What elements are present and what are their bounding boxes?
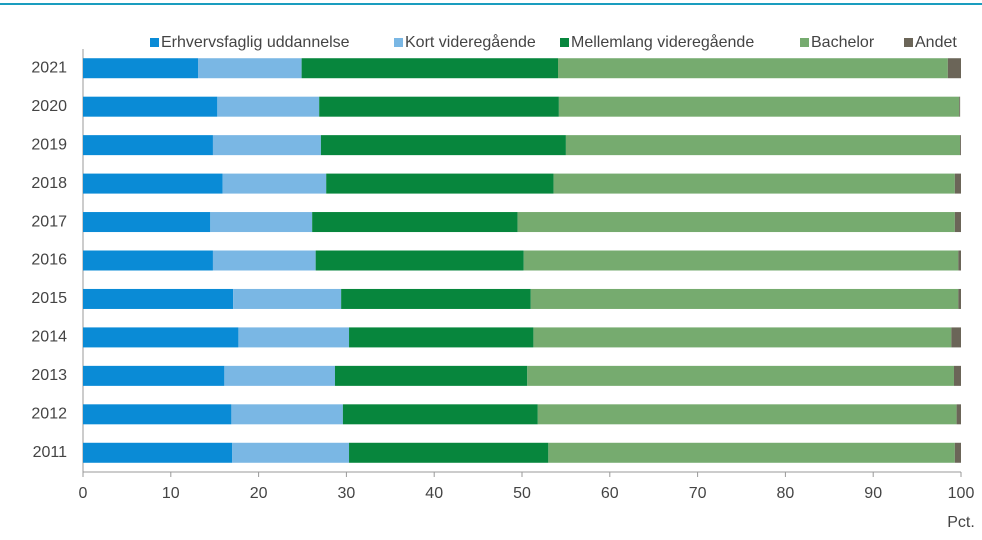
bar-segment (342, 404, 538, 425)
bar-segment (517, 212, 955, 233)
bar-segment (958, 288, 961, 309)
bar-segment (533, 327, 952, 348)
legend-label: Bachelor (811, 34, 875, 51)
bar-segment (548, 442, 955, 463)
x-tick-label: 40 (425, 485, 443, 502)
bar-segment (954, 173, 961, 194)
bar-segment (233, 288, 342, 309)
bar-segment (238, 327, 350, 348)
bar-segment (960, 135, 961, 156)
bar-segment (349, 442, 549, 463)
legend-label: Erhvervsfaglig uddannelse (161, 34, 350, 51)
x-tick-label: 30 (338, 485, 356, 502)
x-tick-label: 90 (864, 485, 882, 502)
bar-segment (83, 250, 213, 271)
x-tick-label: 60 (601, 485, 619, 502)
x-tick-label: 100 (948, 485, 975, 502)
y-tick-label: 2016 (31, 252, 67, 269)
bar-segment (334, 365, 528, 386)
bar-segment (212, 250, 316, 271)
bar-segment (232, 442, 350, 463)
y-tick-label: 2019 (31, 136, 67, 153)
bar-segment (349, 327, 534, 348)
bar-segment (319, 96, 559, 117)
bar-segment (83, 96, 218, 117)
bar-segment (212, 135, 321, 156)
y-tick-label: 2013 (31, 367, 67, 384)
bar-segment (954, 442, 961, 463)
legend-label: Andet (915, 34, 957, 51)
bar-segment (553, 173, 955, 194)
bar-segment (956, 404, 961, 425)
bar-segment (959, 96, 961, 117)
legend-swatch (904, 38, 913, 47)
bar-segment (565, 135, 961, 156)
y-tick-label: 2021 (31, 59, 67, 76)
bar-segment (315, 250, 524, 271)
legend-swatch (394, 38, 403, 47)
bar-segment (198, 58, 302, 79)
x-axis-label: Pct. (947, 514, 975, 531)
bar-segment (83, 135, 213, 156)
bar-segment (530, 288, 959, 309)
bar-segment (83, 365, 225, 386)
bar-segment (558, 96, 960, 117)
bar-segment (224, 365, 335, 386)
bar-segment (301, 58, 558, 79)
y-tick-label: 2018 (31, 175, 67, 192)
bar-segment (953, 365, 961, 386)
bar-segment (537, 404, 957, 425)
legend-swatch (150, 38, 159, 47)
bar-segment (83, 442, 233, 463)
bar-segment (951, 327, 961, 348)
bar-segment (947, 58, 961, 79)
x-tick-label: 50 (513, 485, 531, 502)
x-tick-label: 80 (777, 485, 795, 502)
bar-segment (326, 173, 554, 194)
bar-segment (958, 250, 961, 271)
bar-segment (320, 135, 566, 156)
x-tick-label: 20 (250, 485, 268, 502)
bar-segment (83, 327, 239, 348)
bar-segment (341, 288, 531, 309)
legend-label: Kort videregående (405, 33, 536, 51)
bar-segment (527, 365, 954, 386)
y-tick-label: 2014 (31, 329, 67, 346)
bar-segment (217, 96, 320, 117)
bar-segment (210, 212, 313, 233)
x-tick-label: 0 (79, 485, 88, 502)
bar-segment (312, 212, 518, 233)
x-tick-label: 70 (689, 485, 707, 502)
legend-label: Mellemlang videregående (571, 33, 754, 51)
y-tick-label: 2020 (31, 98, 67, 115)
bar-segment (954, 212, 961, 233)
bar-segment (83, 173, 223, 194)
y-tick-label: 2012 (31, 406, 67, 423)
bar-segment (222, 173, 327, 194)
bar-segment (83, 404, 232, 425)
y-tick-label: 2017 (31, 213, 67, 230)
y-tick-label: 2011 (33, 444, 68, 461)
bar-segment (231, 404, 343, 425)
legend-swatch (800, 38, 809, 47)
bar-segment (557, 58, 948, 79)
bar-segment (83, 288, 234, 309)
bar-segment (83, 212, 211, 233)
y-tick-label: 2015 (31, 290, 67, 307)
bar-segment (523, 250, 959, 271)
legend-swatch (560, 38, 569, 47)
x-tick-label: 10 (162, 485, 180, 502)
bar-segment (83, 58, 199, 79)
